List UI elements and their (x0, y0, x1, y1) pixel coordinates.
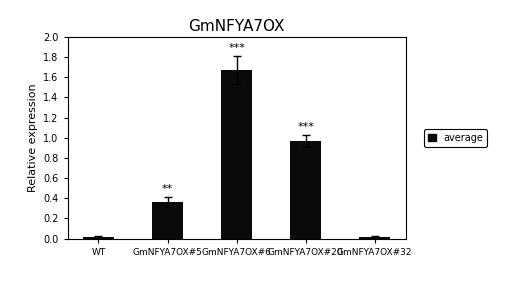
Bar (152, 202, 183, 239)
Bar (221, 70, 252, 239)
Text: ***: *** (297, 122, 314, 132)
Bar (359, 237, 390, 239)
Title: GmNFYA7OX: GmNFYA7OX (188, 19, 285, 34)
Bar (290, 141, 321, 239)
Text: **: ** (162, 184, 173, 194)
Legend: average: average (424, 129, 487, 147)
Y-axis label: Relative expression: Relative expression (28, 84, 37, 192)
Text: ***: *** (228, 43, 245, 53)
Bar (83, 237, 114, 239)
